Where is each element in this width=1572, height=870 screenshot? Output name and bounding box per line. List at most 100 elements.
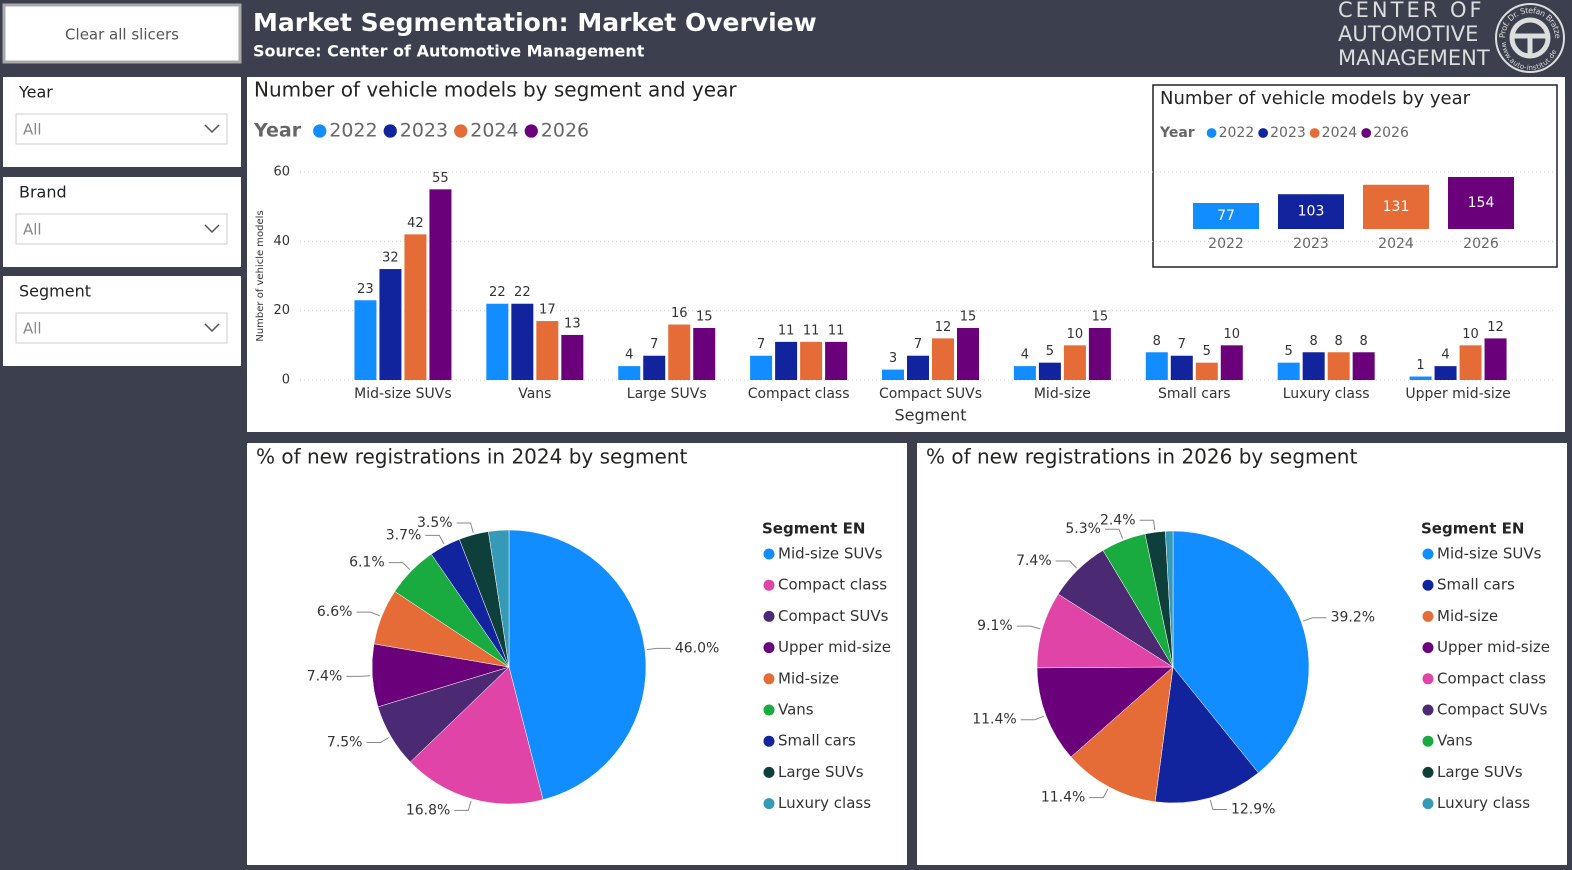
legend-label: Upper mid-size [778, 638, 891, 656]
data-label: 2.4% [1100, 512, 1136, 528]
logo-spokes [1512, 33, 1548, 56]
legend-label: Large SUVs [778, 763, 864, 781]
legend-label: Luxury class [778, 794, 871, 812]
bar [379, 269, 402, 380]
data-label: 3.5% [417, 515, 453, 531]
slicer-label: Year [18, 83, 53, 102]
leader-line [1055, 560, 1078, 569]
legend-marker [1309, 128, 1320, 138]
slicer-dropdown[interactable] [15, 213, 228, 245]
legend-marker [1258, 128, 1269, 138]
data-label: 10 [1462, 327, 1479, 342]
legend-title: Segment EN [1421, 520, 1524, 538]
leader-line [454, 800, 472, 811]
clear-button[interactable] [2, 3, 242, 64]
data-label: 7.4% [307, 668, 343, 684]
leader-line [1104, 528, 1124, 539]
data-label: 12 [935, 320, 952, 335]
data-label: 4 [1441, 348, 1449, 363]
bar [1409, 376, 1432, 380]
bar [1145, 352, 1168, 380]
leader-line [646, 647, 671, 651]
legend-marker [763, 704, 775, 716]
bar [1484, 338, 1507, 380]
leader-line [1302, 617, 1327, 622]
chart-title: Number of vehicle models by year [1160, 88, 1471, 109]
bar [1302, 352, 1325, 380]
x-tick-label: Mid-size [1034, 386, 1091, 402]
data-label: 10 [1224, 327, 1241, 342]
data-label: 7 [757, 337, 765, 352]
leader-line [346, 675, 371, 677]
data-label: 12.9% [1231, 802, 1275, 818]
data-label: 22 [514, 285, 531, 300]
data-label: 23 [357, 282, 374, 297]
legend-label: 2026 [541, 120, 589, 142]
chart-title: Number of vehicle models by segment and … [254, 78, 737, 102]
x-tick-label: Small cars [1158, 386, 1231, 402]
data-label: 12 [1487, 320, 1504, 335]
leader-line [425, 534, 445, 545]
data-label: 154 [1468, 195, 1495, 211]
bar [1352, 352, 1375, 380]
bar [957, 328, 979, 380]
bar [511, 303, 534, 380]
legend-label: Vans [778, 701, 814, 719]
bar [932, 338, 954, 380]
data-label: 46.0% [675, 640, 719, 656]
leader-line [1139, 519, 1156, 531]
y-tick-label: 0 [282, 373, 290, 388]
legend-marker [763, 673, 775, 685]
data-label: 6.6% [317, 604, 353, 620]
bar [693, 328, 716, 380]
data-label: 8 [1335, 334, 1343, 349]
x-tick-label: 2026 [1463, 236, 1499, 252]
data-label: 9.1% [977, 618, 1013, 634]
slicer-label: Segment [19, 282, 91, 301]
x-axis-label: Segment [895, 406, 967, 425]
data-label: 39.2% [1331, 610, 1375, 626]
legend-marker [1422, 548, 1434, 560]
leader-line [1209, 799, 1227, 811]
data-label: 1 [1416, 358, 1424, 373]
legend-title: Segment EN [762, 520, 865, 538]
bar [1038, 362, 1061, 380]
y-tick-label: 20 [273, 303, 290, 318]
legend-marker [1422, 766, 1434, 778]
legend-label: Small cars [778, 732, 856, 750]
leader-line [388, 562, 411, 570]
data-label: 13 [564, 316, 581, 331]
pie-slice [1172, 530, 1310, 774]
legend-marker [1422, 798, 1434, 810]
data-label: 3 [889, 351, 897, 366]
legend-label: Large SUVs [1437, 763, 1523, 781]
legend-marker [1422, 642, 1434, 654]
legend-title: Year [253, 120, 302, 142]
x-tick-label: Compact class [748, 386, 850, 402]
legend-marker [1206, 128, 1217, 138]
pie-slice [1154, 666, 1259, 804]
clear-button-label[interactable]: Clear all slicers [65, 26, 179, 44]
bar [1088, 328, 1111, 380]
legend-marker [1361, 128, 1372, 138]
legend-marker [1422, 673, 1434, 685]
legend-marker [763, 642, 775, 654]
bar [668, 324, 691, 380]
slicer-dropdown[interactable] [15, 113, 228, 145]
data-label: 5 [1203, 344, 1211, 359]
legend-marker [763, 579, 775, 591]
slicer-dropdown[interactable] [15, 312, 228, 344]
y-tick-label: 40 [273, 234, 290, 249]
data-label: 8 [1153, 334, 1161, 349]
leader-line [366, 736, 390, 743]
logo-text: CENTER OF [1338, 0, 1485, 22]
bar [643, 355, 666, 380]
leader-line [1089, 788, 1109, 799]
page-title: Market Segmentation: Market Overview [253, 8, 817, 37]
legend-label: Mid-size [1437, 607, 1498, 625]
legend-marker [763, 735, 775, 747]
bar [536, 321, 559, 380]
legend-label: Mid-size [778, 669, 839, 687]
legend-marker [524, 124, 538, 138]
data-label: 55 [432, 171, 449, 186]
